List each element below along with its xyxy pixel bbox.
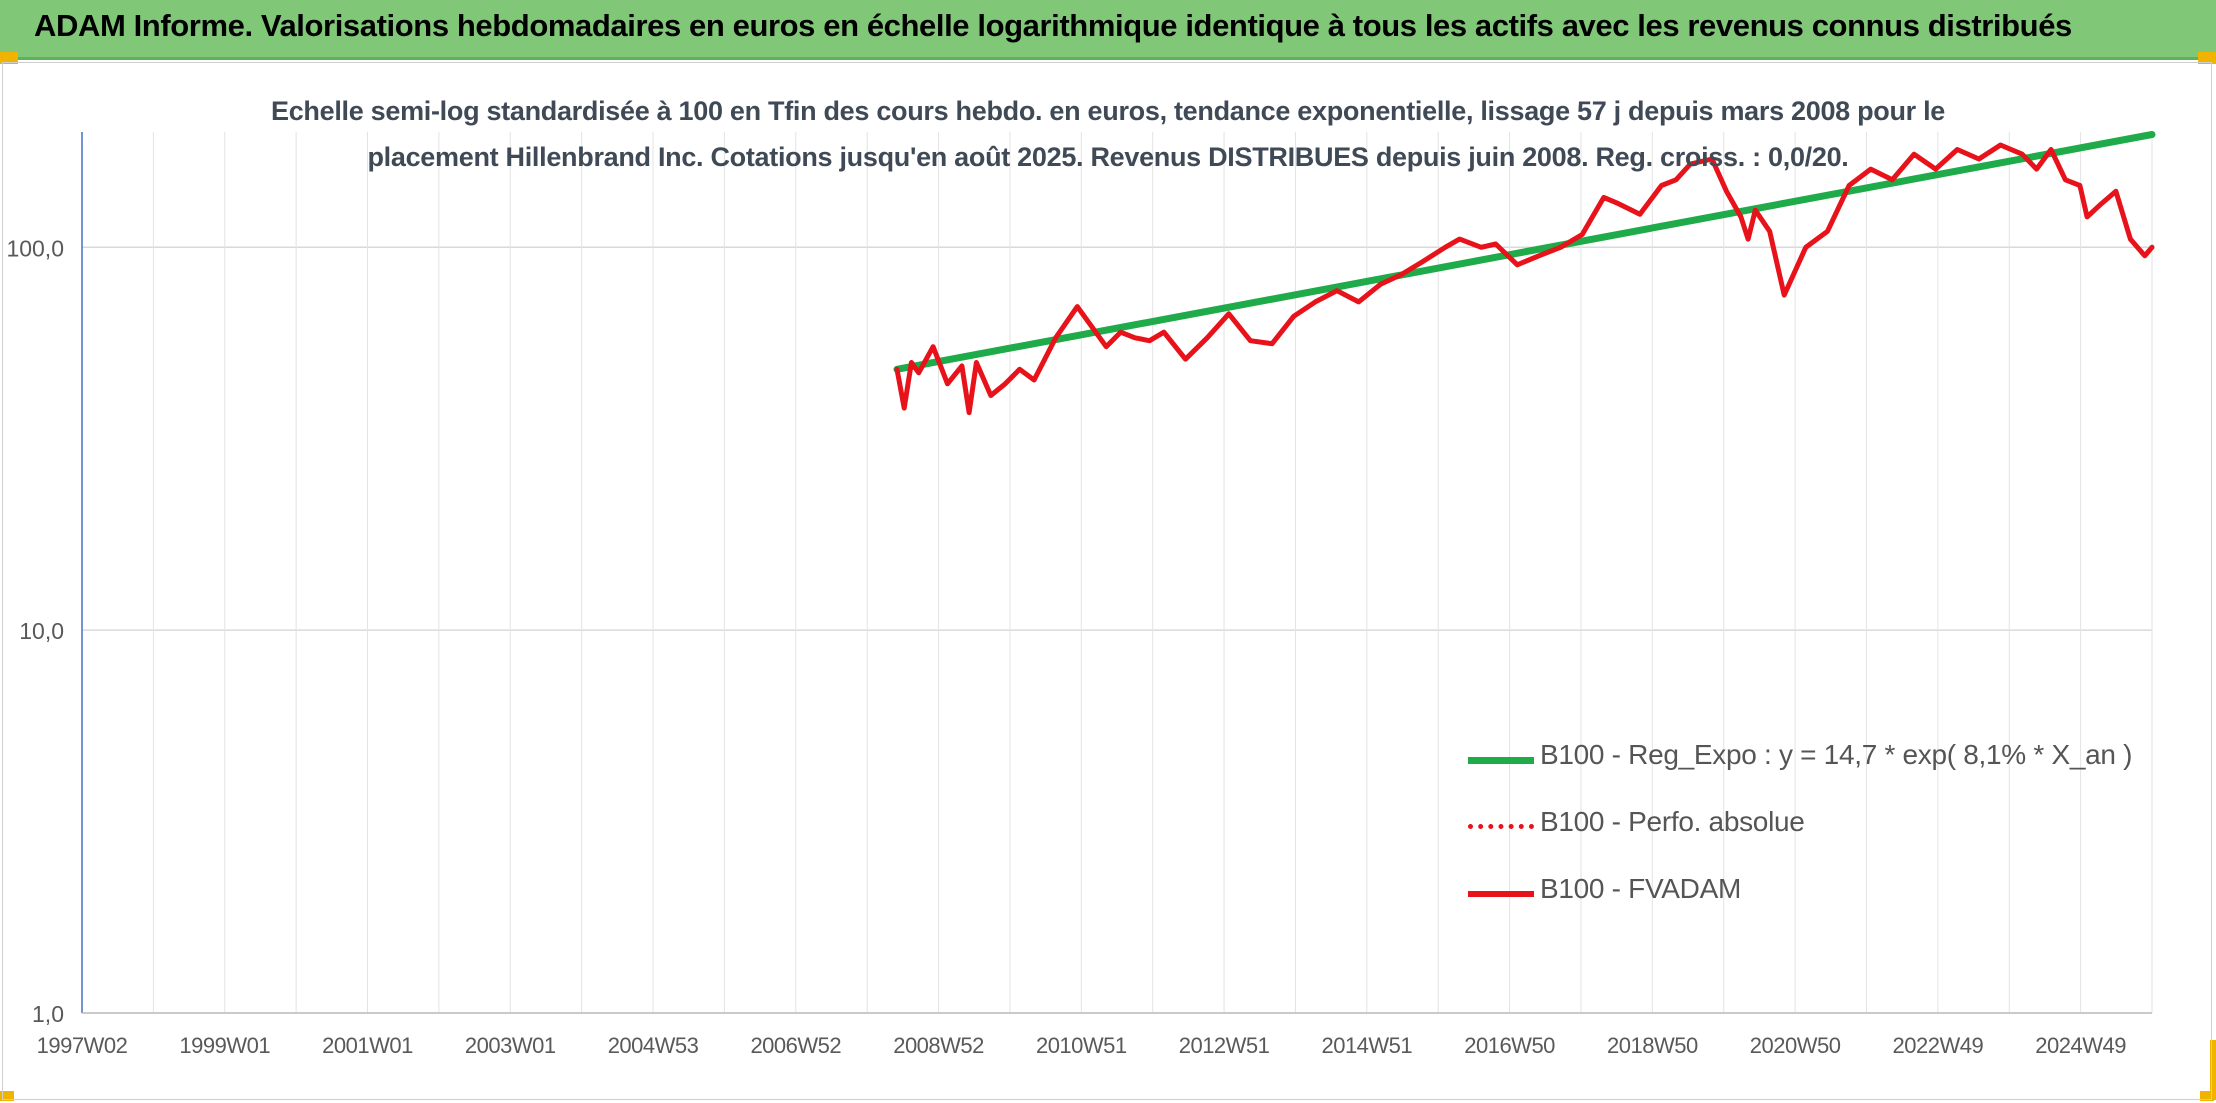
x-tick-label: 2008W52: [893, 1033, 984, 1058]
x-tick-label: 2001W01: [322, 1033, 413, 1058]
y-tick-label: 10,0: [19, 618, 64, 644]
corner-marker-bottom-right: [2200, 1091, 2214, 1101]
legend-swatch-perfo-absolue: [1468, 824, 1534, 829]
chart-frame: [2, 62, 2212, 1100]
series-layer: [893, 131, 2156, 416]
chart-subtitle-line-1: Echelle semi-log standardisée à 100 en T…: [270, 96, 1945, 126]
axis-layer: 1,0 10,0 100,0 1997W02 1999W01 2001W01 2003W01…: [6, 132, 2152, 1058]
x-tick-label: 2004W53: [608, 1033, 699, 1058]
x-tick-label: 2003W01: [465, 1033, 556, 1058]
corner-marker-top-right: [2198, 52, 2216, 64]
legend-swatch-fvadam: [1468, 891, 1534, 897]
legend-swatch-reg-expo: [1468, 757, 1534, 764]
legend-label-reg-expo: B100 - Reg_Expo : y = 14,7 * exp( 8,1% *…: [1540, 739, 2133, 770]
legend-label-perfo-absolue: B100 - Perfo. absolue: [1540, 806, 1805, 837]
report-header: ADAM Informe. Valorisations hebdomadaire…: [0, 0, 2216, 60]
y-tick-label: 1,0: [32, 1001, 64, 1027]
x-tick-label: 2024W49: [2035, 1033, 2126, 1058]
chart-subtitle-line-2: placement Hillenbrand Inc. Cotations jus…: [367, 142, 1849, 172]
x-tick-label: 2016W50: [1464, 1033, 1555, 1058]
corner-marker-bottom-left: [0, 1091, 14, 1101]
x-tick-label: 2014W51: [1321, 1033, 1412, 1058]
x-tick-label: 2018W50: [1607, 1033, 1698, 1058]
x-tick-label: 2006W52: [750, 1033, 841, 1058]
x-tick-label: 1997W02: [37, 1033, 128, 1058]
x-tick-label: 2020W50: [1750, 1033, 1841, 1058]
report-title: ADAM Informe. Valorisations hebdomadaire…: [34, 8, 2072, 43]
grid-layer: [81, 132, 2153, 1014]
x-tick-label: 1999W01: [179, 1033, 270, 1058]
series-reg-expo-line: [893, 131, 2156, 373]
x-tick-label: 2010W51: [1036, 1033, 1127, 1058]
x-tick-label: 2022W49: [1893, 1033, 1984, 1058]
edge-marker-right: [2210, 1040, 2216, 1100]
legend-label-fvadam: B100 - FVADAM: [1540, 873, 1741, 904]
x-tick-label: 2012W51: [1179, 1033, 1270, 1058]
y-tick-label: 100,0: [6, 235, 64, 261]
corner-marker-top-left: [0, 52, 18, 64]
series-fvadam-line: [894, 142, 2155, 416]
